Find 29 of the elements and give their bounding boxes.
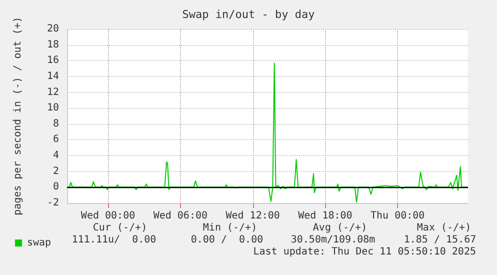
y-tick-label: 6 (52, 134, 59, 146)
x-tick-label: Wed 00:00 (80, 210, 136, 222)
text: 30.50m/109.08m (290, 234, 376, 246)
y-tick-label: 0 (52, 182, 59, 193)
text: Avg (-/+) (312, 222, 368, 234)
y-tick-label: 10 (46, 102, 59, 114)
text: Cur (-/+) (92, 222, 148, 234)
x-tick-label: Thu 00:00 (370, 210, 425, 222)
text: 0.00 / 0.00 (190, 234, 264, 246)
y-tick-label: 8 (52, 118, 59, 130)
y-tick-label: 16 (46, 55, 59, 66)
text: 111.11u/ 0.00 (72, 234, 156, 246)
y-tick-label: -2 (46, 198, 59, 208)
x-tick-label: Wed 12:00 (226, 210, 280, 222)
text: Min (-/+) (202, 222, 258, 234)
chart-title: Swap in/out - by day (182, 8, 316, 21)
y-tick-label: 4 (52, 150, 59, 162)
x-tick-label: Wed 06:00 (153, 210, 208, 222)
y-tick-label: 2 (52, 166, 59, 177)
x-tick-label: Wed 18:00 (298, 210, 352, 222)
text: Max (-/+) (416, 222, 472, 234)
y-tick-label: 14 (46, 70, 59, 82)
y-tick-label: 18 (46, 39, 59, 50)
text: 1.85 / 15.67 (404, 234, 476, 246)
legend-label: swap (27, 238, 52, 248)
y-tick-label: 20 (46, 24, 59, 34)
y-tick-label: 12 (46, 86, 59, 98)
y-axis-title: pages per second in (-) / out (+) (12, 16, 24, 216)
text: Last update: Thu Dec 11 05:50:10 2025 (253, 246, 476, 258)
